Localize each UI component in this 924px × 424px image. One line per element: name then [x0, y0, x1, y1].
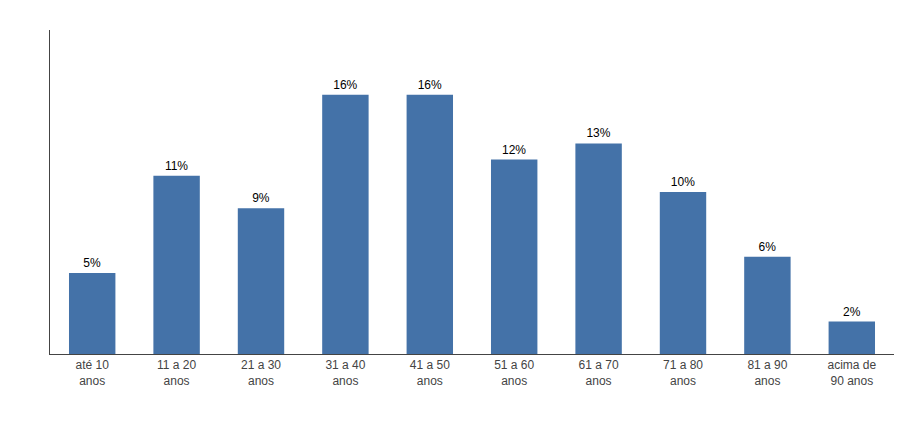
svg-text:11%: 11%: [165, 159, 188, 173]
svg-text:61 a 70anos: 61 a 70anos: [579, 358, 619, 388]
svg-text:13%: 13%: [586, 126, 610, 140]
svg-text:31 a 40anos: 31 a 40anos: [325, 358, 365, 388]
svg-text:16%: 16%: [418, 78, 442, 92]
svg-text:6%: 6%: [759, 240, 777, 254]
svg-text:41 a 50anos: 41 a 50anos: [410, 358, 450, 388]
svg-text:até 10anos: até 10anos: [76, 358, 110, 388]
svg-text:acima de90 anos: acima de90 anos: [827, 358, 876, 388]
svg-text:16%: 16%: [333, 78, 357, 92]
svg-text:2%: 2%: [843, 305, 861, 319]
svg-text:10%: 10%: [671, 175, 695, 189]
svg-text:51 a 60anos: 51 a 60anos: [494, 358, 534, 388]
svg-text:12%: 12%: [502, 143, 526, 157]
svg-text:81 a 90anos: 81 a 90anos: [747, 358, 787, 388]
svg-text:21 a 30anos: 21 a 30anos: [241, 358, 281, 388]
svg-text:71 a 80anos: 71 a 80anos: [663, 358, 703, 388]
svg-text:11 a 20anos: 11 a 20anos: [157, 358, 196, 388]
svg-text:5%: 5%: [83, 256, 101, 270]
svg-text:9%: 9%: [252, 191, 270, 205]
